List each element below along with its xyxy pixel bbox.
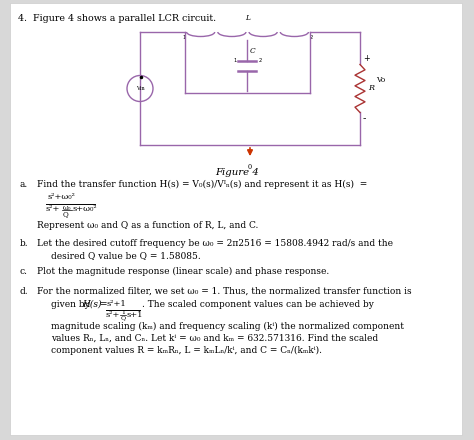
Text: Q: Q bbox=[121, 315, 126, 320]
Text: b.: b. bbox=[20, 239, 28, 248]
Text: Plot the magnitude response (linear scale) and phase response.: Plot the magnitude response (linear scal… bbox=[37, 267, 329, 276]
Text: Find the transfer function H(s) = V₀(s)/Vᴵₙ(s) and represent it as H(s)  =: Find the transfer function H(s) = V₀(s)/… bbox=[37, 180, 367, 189]
Text: s+1: s+1 bbox=[127, 311, 144, 319]
Text: R: R bbox=[368, 84, 374, 92]
Text: s+ω₀²: s+ω₀² bbox=[73, 205, 98, 213]
Text: H(s): H(s) bbox=[82, 300, 101, 309]
Text: Represent ω₀ and Q as a function of R, L, and C.: Represent ω₀ and Q as a function of R, L… bbox=[37, 221, 258, 230]
Text: s²+: s²+ bbox=[106, 311, 120, 319]
Text: Q: Q bbox=[63, 210, 69, 218]
Text: Vo: Vo bbox=[376, 77, 385, 84]
Text: 2: 2 bbox=[310, 35, 313, 40]
Text: 1: 1 bbox=[182, 35, 186, 40]
Text: c.: c. bbox=[20, 267, 28, 276]
Text: Vin: Vin bbox=[136, 86, 145, 91]
Text: L: L bbox=[245, 14, 250, 22]
Text: a.: a. bbox=[20, 180, 28, 189]
Text: given by: given by bbox=[51, 300, 92, 309]
Text: +: + bbox=[363, 54, 370, 63]
Text: For the normalized filter, we set ω₀ = 1. Thus, the normalized transfer function: For the normalized filter, we set ω₀ = 1… bbox=[37, 287, 411, 296]
Text: 1: 1 bbox=[121, 310, 125, 315]
Text: s²+: s²+ bbox=[46, 205, 60, 213]
Text: s²+ω₀²: s²+ω₀² bbox=[48, 193, 76, 201]
Text: component values R = kₘRₙ, L = kₘLₙ/kⁱ, and C = Cₙ/(kₘkⁱ).: component values R = kₘRₙ, L = kₘLₙ/kⁱ, … bbox=[51, 346, 322, 355]
Text: . The scaled component values can be achieved by: . The scaled component values can be ach… bbox=[142, 300, 374, 309]
Text: magnitude scaling (kₘ) and frequency scaling (kⁱ) the normalized component: magnitude scaling (kₘ) and frequency sca… bbox=[51, 322, 404, 331]
Text: 4.  Figure 4 shows a parallel LCR circuit.: 4. Figure 4 shows a parallel LCR circuit… bbox=[18, 14, 216, 23]
Text: =: = bbox=[99, 300, 107, 309]
Text: s²+1: s²+1 bbox=[107, 300, 127, 308]
Text: 0: 0 bbox=[248, 163, 252, 171]
Text: -: - bbox=[363, 114, 366, 123]
Text: desired Q value be Q = 1.58085.: desired Q value be Q = 1.58085. bbox=[51, 251, 201, 260]
Text: ω₀: ω₀ bbox=[63, 204, 72, 212]
Text: 2: 2 bbox=[258, 58, 262, 63]
Text: values Rₙ, Lₙ, and Cₙ. Let kⁱ = ω₀ and kₘ = 632.571316. Find the scaled: values Rₙ, Lₙ, and Cₙ. Let kⁱ = ω₀ and k… bbox=[51, 334, 378, 343]
Text: Figure 4: Figure 4 bbox=[215, 168, 259, 177]
Text: 1: 1 bbox=[233, 58, 237, 63]
Text: d.: d. bbox=[20, 287, 28, 296]
Text: C: C bbox=[249, 47, 255, 55]
FancyBboxPatch shape bbox=[10, 3, 462, 435]
Text: Let the desired cutoff frequency be ω₀ = 2π2516 = 15808.4942 rad/s and the: Let the desired cutoff frequency be ω₀ =… bbox=[37, 239, 393, 248]
